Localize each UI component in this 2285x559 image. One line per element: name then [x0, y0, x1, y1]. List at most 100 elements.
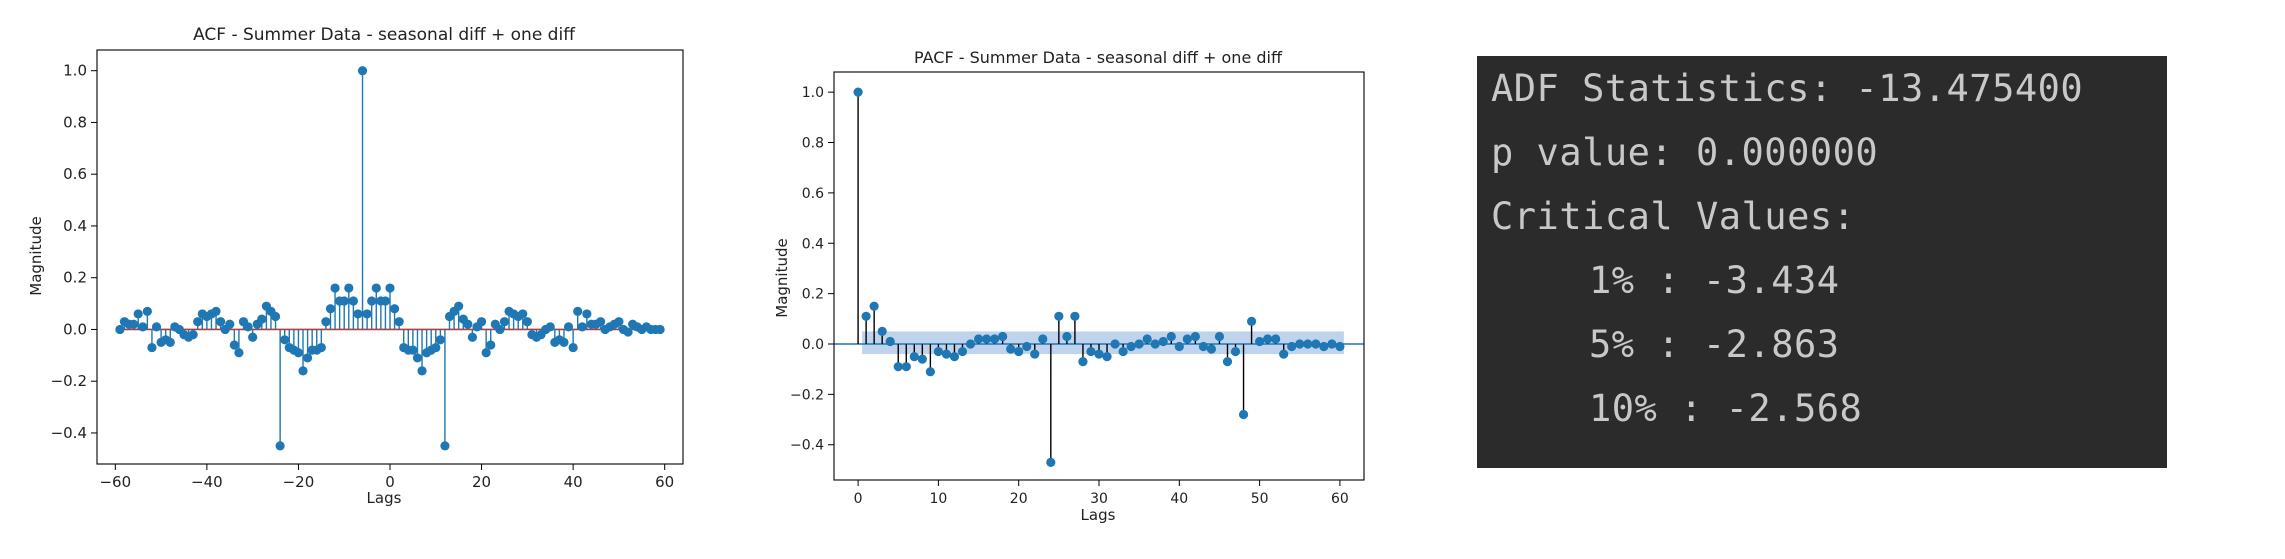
- acf-point: [431, 342, 441, 353]
- critical-value-5pct: 5% : -2.863: [1589, 323, 1840, 366]
- acf-x-axis-label: Lags: [367, 489, 402, 507]
- pacf-title: PACF - Summer Data - seasonal diff + one…: [914, 48, 1283, 67]
- acf-point: [165, 337, 175, 347]
- acf-point: [394, 317, 404, 327]
- pacf-point: [981, 334, 992, 344]
- acf-point: [339, 296, 349, 306]
- acf-point: [325, 304, 336, 314]
- pacf-point: [1174, 341, 1184, 352]
- pacf-point: [853, 87, 863, 97]
- pacf-point: [1054, 311, 1064, 321]
- pacf-x-tick-label: 20: [1010, 491, 1028, 507]
- pacf-point: [1303, 339, 1313, 349]
- pacf-point: [1038, 334, 1048, 344]
- acf-point: [417, 366, 427, 376]
- acf-x-tick-label: −20: [283, 473, 315, 491]
- pacf-y-tick-label: −0.4: [790, 438, 824, 454]
- acf-point: [357, 66, 368, 76]
- acf-y-tick-label: 1.0: [63, 62, 87, 80]
- pacf-point: [941, 349, 952, 359]
- acf-point: [495, 324, 505, 335]
- acf-point: [582, 309, 592, 319]
- acf-point: [293, 348, 304, 358]
- acf-point: [193, 317, 203, 327]
- pacf-point: [1070, 311, 1080, 321]
- acf-point: [476, 317, 487, 327]
- acf-point: [147, 342, 157, 353]
- pacf-point: [1078, 357, 1088, 367]
- acf-point: [330, 283, 340, 293]
- acf-point: [188, 330, 198, 340]
- acf-marks: [115, 66, 665, 451]
- pacf-point: [998, 331, 1008, 342]
- acf-point: [412, 353, 423, 363]
- acf-point: [138, 322, 148, 332]
- acf-y-tick-label: 0.6: [63, 165, 87, 183]
- acf-x-tick-label: 0: [385, 473, 395, 491]
- acf-point: [454, 301, 464, 311]
- acf-point: [545, 322, 555, 332]
- pacf-point: [1046, 457, 1056, 467]
- pacf-x-tick-label: 40: [1170, 491, 1188, 507]
- pacf-point: [909, 351, 919, 362]
- pacf-point: [1295, 339, 1305, 349]
- acf-point: [280, 335, 290, 345]
- acf-point: [229, 340, 239, 350]
- pacf-point: [990, 334, 1000, 344]
- pacf-x-tick-label: 60: [1331, 491, 1349, 507]
- acf-point: [142, 306, 152, 316]
- pacf-point: [1255, 336, 1265, 347]
- pacf-point: [1214, 331, 1225, 342]
- acf-point: [408, 345, 418, 355]
- pacf-x-tick-label: 10: [929, 491, 947, 507]
- pacf-point: [925, 367, 935, 377]
- acf-point: [348, 296, 358, 306]
- acf-point: [129, 319, 139, 329]
- acf-point: [440, 441, 450, 451]
- pacf-point: [1319, 341, 1329, 352]
- acf-point: [344, 283, 354, 293]
- acf-point: [353, 309, 363, 319]
- pacf-point: [1230, 346, 1241, 357]
- pacf-y-axis-label: Magnitude: [773, 238, 791, 317]
- acf-point: [225, 319, 235, 329]
- pacf-point: [949, 351, 960, 362]
- acf-point: [270, 311, 281, 322]
- pacf-point: [1126, 341, 1136, 352]
- acf-point: [216, 317, 226, 327]
- pacf-point: [957, 346, 968, 357]
- pacf-point: [877, 326, 887, 337]
- pacf-point: [1006, 344, 1016, 354]
- adf-console-output: ADF Statistics: -13.475400 p value: 0.00…: [1477, 56, 2167, 468]
- pacf-point: [1158, 336, 1168, 347]
- pacf-point: [885, 336, 895, 347]
- acf-point: [463, 319, 473, 329]
- pacf-plot-svg: PACF - Summer Data - seasonal diff + one…: [773, 48, 1365, 524]
- acf-point: [367, 296, 377, 306]
- pacf-point: [1150, 339, 1160, 349]
- critical-value-10pct: 10% : -2.568: [1589, 387, 1863, 430]
- pacf-point: [901, 362, 911, 372]
- pacf-point: [965, 339, 976, 349]
- acf-point: [623, 327, 633, 337]
- pacf-x-tick-label: 0: [854, 491, 863, 507]
- acf-point: [486, 340, 496, 350]
- acf-axes-frame: [96, 49, 684, 465]
- acf-point: [371, 283, 381, 293]
- acf-point: [389, 304, 400, 314]
- pacf-point: [1086, 346, 1096, 357]
- pacf-point: [1030, 349, 1040, 359]
- acf-point: [211, 306, 221, 316]
- acf-x-tick-label: 20: [472, 473, 491, 491]
- pacf-point: [1094, 349, 1104, 359]
- pacf-y-tick-label: 0.4: [802, 236, 824, 252]
- pacf-y-tick-label: 0.2: [802, 287, 824, 303]
- pacf-y-tick-label: 0.6: [802, 186, 824, 202]
- pacf-point: [973, 334, 984, 344]
- pacf-point: [1222, 357, 1233, 367]
- acf-point: [614, 317, 624, 327]
- pacf-point: [1110, 339, 1120, 349]
- pacf-point: [1263, 334, 1273, 344]
- p-value-line: p value: 0.000000: [1491, 131, 1879, 174]
- pacf-x-axis-label: Lags: [1081, 506, 1116, 524]
